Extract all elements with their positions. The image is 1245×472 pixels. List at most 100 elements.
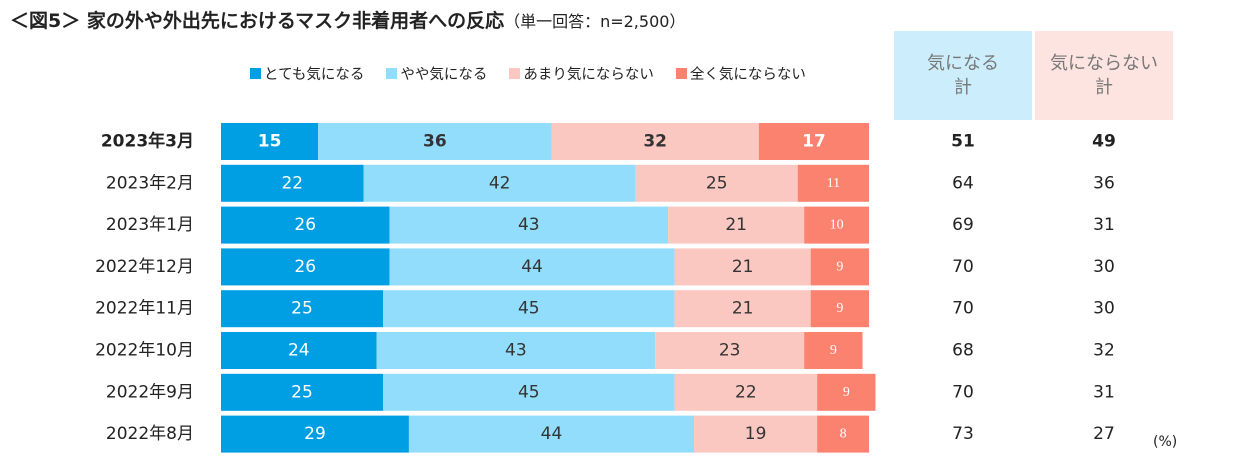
bar-segment xyxy=(674,248,811,286)
bar-value-label: 10 xyxy=(830,218,844,233)
total-value: 30 xyxy=(1093,257,1115,277)
total-value: 36 xyxy=(1093,173,1115,193)
bar-value-label: 22 xyxy=(735,382,757,402)
bar-segment xyxy=(221,123,319,160)
bar-segment xyxy=(383,373,675,411)
bar-segment xyxy=(674,290,811,328)
legend-item-3: 全く気にならない xyxy=(675,63,806,84)
bar-segment xyxy=(758,123,869,160)
bar-value-label: 43 xyxy=(518,215,540,235)
sum-header-unconcerned-line2: 計 xyxy=(1095,76,1113,98)
legend-swatch-2 xyxy=(509,68,521,79)
total-value: 49 xyxy=(1092,132,1116,152)
total-value: 73 xyxy=(952,424,974,444)
chart-title-main: ＜図5＞ 家の外や外出先におけるマスク非着用者への反応 xyxy=(10,10,505,32)
bar-segment xyxy=(221,373,383,411)
legend-item-0: とても気になる xyxy=(250,63,364,84)
total-value: 64 xyxy=(952,173,974,193)
bar-value-label: 9 xyxy=(830,343,837,358)
bar-segment xyxy=(221,332,377,369)
bar-segment xyxy=(674,373,818,411)
sum-header-unconcerned-line1: 気にならない xyxy=(1050,52,1158,74)
total-value: 51 xyxy=(951,132,975,152)
category-label: 2022年11月 xyxy=(95,299,194,319)
bar-segment xyxy=(797,164,869,202)
total-value: 31 xyxy=(1093,382,1115,402)
bar-value-label: 22 xyxy=(281,173,303,193)
bar-value-label: 29 xyxy=(304,424,326,444)
sum-header-concerned-line1: 気になる xyxy=(927,52,999,74)
bar-segment xyxy=(817,415,869,453)
bar-value-label: 44 xyxy=(521,257,543,277)
legend-swatch-1 xyxy=(386,68,398,79)
bar-value-label: 45 xyxy=(518,382,540,402)
bar-value-label: 36 xyxy=(423,132,447,152)
bar-value-label: 9 xyxy=(843,385,850,400)
sum-header-concerned-line2: 計 xyxy=(954,76,972,98)
bar-segment xyxy=(817,373,876,411)
bar-segment xyxy=(551,123,759,160)
bar-segment xyxy=(668,206,805,244)
chart-title: ＜図5＞ 家の外や外出先におけるマスク非着用者への反応（単一回答：n=2,500… xyxy=(10,6,685,33)
bar-segment xyxy=(221,206,390,244)
bar-segment xyxy=(635,164,798,202)
bar-segment xyxy=(389,248,675,286)
total-value: 70 xyxy=(952,257,974,277)
category-label: 2022年9月 xyxy=(106,382,194,402)
total-value: 68 xyxy=(952,341,974,361)
category-label: 2023年3月 xyxy=(101,131,194,152)
bar-value-label: 24 xyxy=(288,341,310,361)
category-label: 2023年2月 xyxy=(106,173,194,193)
bar-value-label: 25 xyxy=(291,299,313,319)
bar-value-label: 26 xyxy=(294,215,316,235)
bar-segment xyxy=(221,164,364,202)
bar-value-label: 44 xyxy=(541,424,563,444)
total-value: 30 xyxy=(1093,299,1115,319)
bar-value-label: 26 xyxy=(294,257,316,277)
bar-segment xyxy=(221,290,383,328)
total-value: 32 xyxy=(1093,341,1115,361)
chart-title-sub: （単一回答：n=2,500） xyxy=(504,12,686,31)
bar-segment xyxy=(221,415,409,453)
total-value: 70 xyxy=(952,382,974,402)
bar-value-label: 19 xyxy=(745,424,767,444)
unit-label: (%) xyxy=(1153,434,1178,450)
bar-value-label: 25 xyxy=(291,382,313,402)
bar-segment xyxy=(318,123,552,160)
legend-label-1: やや気になる xyxy=(400,67,488,83)
bar-segment xyxy=(804,332,863,369)
bar-segment xyxy=(363,164,636,202)
legend: とても気になる やや気になる あまり気にならない 全く気にならない xyxy=(250,63,806,84)
category-label: 2022年10月 xyxy=(95,341,194,361)
bar-value-label: 8 xyxy=(840,427,847,442)
legend-item-1: やや気になる xyxy=(386,63,487,84)
bar-value-label: 42 xyxy=(489,173,511,193)
bar-value-label: 9 xyxy=(836,259,843,274)
bar-segment xyxy=(383,290,675,328)
bar-segment xyxy=(804,206,869,244)
legend-label-0: とても気になる xyxy=(264,67,365,83)
bar-segment xyxy=(810,248,869,286)
bar-segment xyxy=(389,206,669,244)
legend-swatch-3 xyxy=(675,68,687,79)
bar-value-label: 23 xyxy=(719,341,741,361)
bar-value-label: 43 xyxy=(505,341,527,361)
total-value: 27 xyxy=(1093,424,1115,444)
total-value: 69 xyxy=(952,215,974,235)
bar-value-label: 32 xyxy=(643,132,667,152)
bar-value-label: 9 xyxy=(836,301,843,316)
category-label: 2022年8月 xyxy=(106,424,194,444)
bar-segment xyxy=(655,332,805,369)
sum-header-unconcerned: 気にならない 計 xyxy=(1035,31,1173,120)
bar-segment xyxy=(408,415,695,453)
total-value: 31 xyxy=(1093,215,1115,235)
bar-segment xyxy=(694,415,818,453)
bar-value-label: 21 xyxy=(732,257,754,277)
bar-segment xyxy=(376,332,656,369)
legend-swatch-0 xyxy=(250,68,261,79)
bar-value-label: 21 xyxy=(725,215,747,235)
legend-label-3: 全く気にならない xyxy=(689,67,806,83)
bar-segment xyxy=(810,290,869,328)
legend-label-2: あまり気にならない xyxy=(523,67,654,83)
